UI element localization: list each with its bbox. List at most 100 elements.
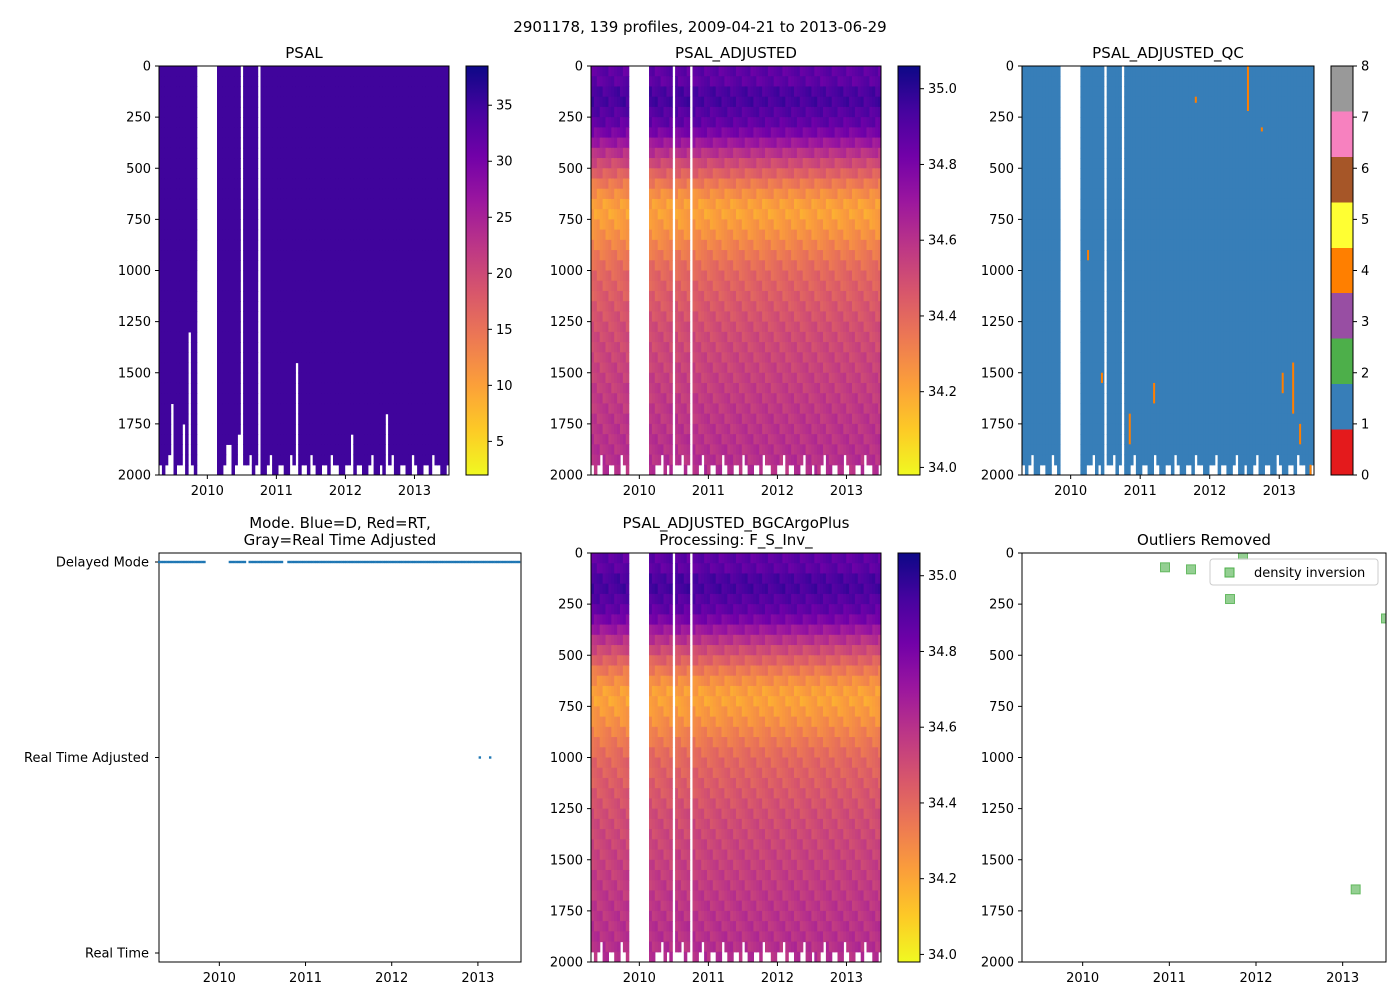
mode-delayed-point [341,560,344,564]
mode-ytick-label: Real Time [85,947,149,962]
psal-heatmap-cells [159,66,449,475]
mode-delayed-point [442,560,445,564]
mode-delayed-point [509,560,512,564]
psal_adj-colorbar-tick-label: 34.8 [928,158,957,173]
outlier-point [1225,594,1235,605]
mode-delayed-point [444,560,447,564]
outliers-ytick-label: 750 [989,700,1014,715]
mode-delayed-point [494,560,497,564]
psal_adj-ytick-label: 250 [558,111,583,126]
mode-xtick-label: 2010 [203,971,236,986]
psal_adj_qc-ytick-label: 750 [989,213,1014,228]
qc-flag-4-mark [1100,372,1103,383]
outliers-ytick-label: 1000 [981,751,1014,766]
outliers-xtick-label: 2010 [1066,971,1099,986]
psal_bgc-ytick-label: 1500 [550,853,583,868]
outliers-ytick-label: 500 [989,649,1014,664]
psal_adj-colorbar-tick-label: 35.0 [928,82,957,97]
mode-ytick-label: Delayed Mode [56,556,149,571]
outlier-point [1186,564,1196,575]
psal-xtick-label: 2010 [191,484,224,499]
psal_adj_qc-colorbar-tick-label: 0 [1361,469,1369,484]
mode-delayed-point [160,560,163,564]
mode-delayed-point [302,560,305,564]
outlier-point [1238,553,1248,561]
mode-delayed-point [491,560,495,564]
mode-delayed-point [487,560,491,564]
mode-delayed-point [326,560,329,564]
mode-delayed-point [481,560,484,564]
mode-delayed-point [446,560,450,564]
mode-delayed-point [278,560,282,564]
mode-delayed-point [257,560,260,564]
mode-delayed-point [373,560,376,564]
psal_bgc-ytick-label: 1000 [550,751,583,766]
mode-delayed-point [479,560,482,564]
psal-ytick-label: 1000 [118,264,151,279]
mode-delayed-point [371,560,374,564]
psal_bgc-colorbar-tick-label: 34.0 [928,948,957,963]
mode-title-line-2: Gray=Real Time Adjusted [244,531,437,549]
mode-delayed-point [183,560,187,564]
mode-delayed-point [250,560,254,564]
mode-delayed-point [162,560,165,564]
mode-delayed-point [175,560,178,564]
psal_adj-ytick-label: 1500 [550,366,583,381]
psal_adj_qc-colorbar-tick-label: 1 [1361,417,1369,432]
psal_adj_qc-ytick-label: 1750 [981,417,1014,432]
mode-delayed-point [358,560,361,564]
psal-xtick-label: 2011 [260,484,293,499]
mode-delayed-point [517,560,521,564]
mode-delayed-point [476,560,480,564]
mode-delayed-point [298,560,301,564]
psal-title: PSAL [285,44,323,62]
mode-delayed-point [248,560,251,564]
qc-flag-4-mark [1292,362,1295,414]
outliers-xtick-label: 2013 [1326,971,1359,986]
psal_bgc-xtick-label: 2013 [830,971,863,986]
qc-flag-4-mark [1309,464,1312,475]
mode-delayed-point [259,560,262,564]
outlier-point [1381,613,1386,624]
psal_adj-colorbar [897,65,921,476]
mode-ytick-label: Real Time Adjusted [24,751,149,766]
mode-delayed-point [448,560,452,564]
mode-delayed-point [440,560,443,564]
psal-colorbar-tick-label: 30 [496,155,513,170]
psal_adj_qc-ytick-label: 0 [1006,60,1014,75]
mode-delayed-point [345,560,348,564]
outliers-ytick-label: 1250 [981,802,1014,817]
psal-ytick-label: 750 [126,213,151,228]
psal-xtick-label: 2013 [398,484,431,499]
mode-delayed-point [483,560,486,564]
mode-delayed-point [280,560,284,564]
psal_adj_qc-ytick-label: 1250 [981,315,1014,330]
mode-delayed-point [511,560,514,564]
mode-delayed-point [455,560,458,564]
qc-flag-4-mark [1281,372,1284,394]
mode-delayed-point [513,560,516,564]
psal_adj-xtick-label: 2012 [761,484,794,499]
psal_adj-colorbar-tick-label: 34.0 [928,461,957,476]
mode-delayed-point [470,560,473,564]
psal_adj-ytick-label: 1250 [550,315,583,330]
mode-delayed-point [237,560,240,564]
mode-delayed-point [339,560,342,564]
mode-delayed-point [364,560,368,564]
mode-delayed-point [168,560,172,564]
mode-delayed-point [289,560,292,564]
mode-delayed-point [194,560,198,564]
mode-delayed-point [252,560,256,564]
psal_adj_qc-xtick-label: 2011 [1124,484,1157,499]
mode-delayed-point [472,560,475,564]
mode-delayed-point [291,560,294,564]
mode-delayed-point [276,560,279,564]
qc-flag-4-mark [1246,66,1249,111]
mode-delayed-point [515,560,519,564]
mode-delayed-point [423,560,426,564]
psal_bgc-colorbar-tick-label: 34.4 [928,796,957,811]
psal_adj_qc-heatmap-cells [1022,66,1314,475]
psal-ytick-label: 1250 [118,315,151,330]
